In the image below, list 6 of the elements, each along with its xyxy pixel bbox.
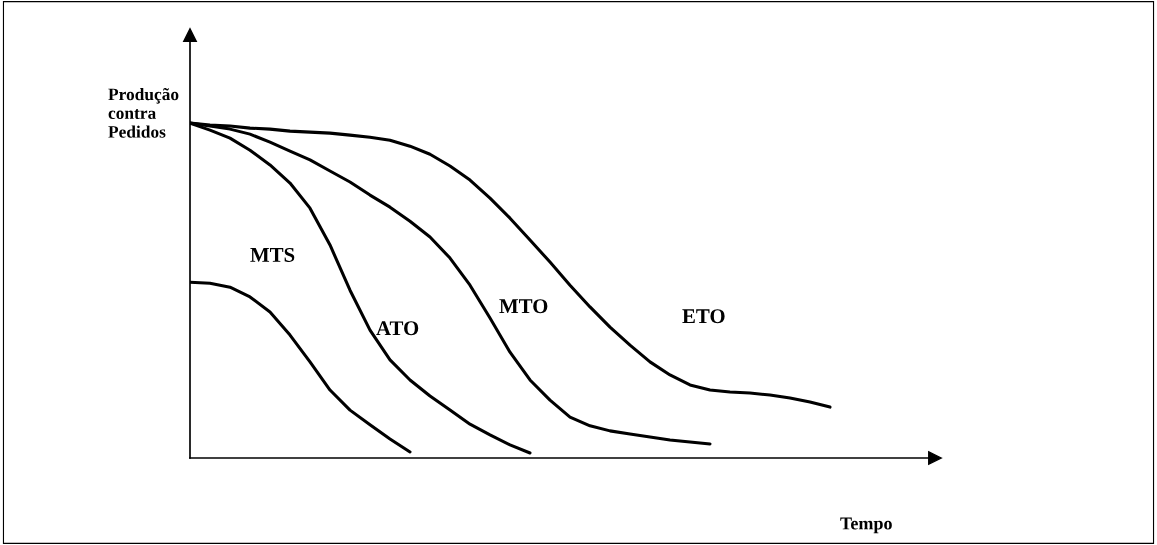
series-label: ATO	[376, 321, 419, 336]
x-axis-title: Tempo	[840, 517, 892, 534]
series-label: MTO	[499, 299, 548, 314]
y-axis-title: Produção contra Pedidos	[108, 87, 179, 138]
series-label: MTS	[250, 247, 295, 262]
text: ETO	[682, 309, 725, 324]
